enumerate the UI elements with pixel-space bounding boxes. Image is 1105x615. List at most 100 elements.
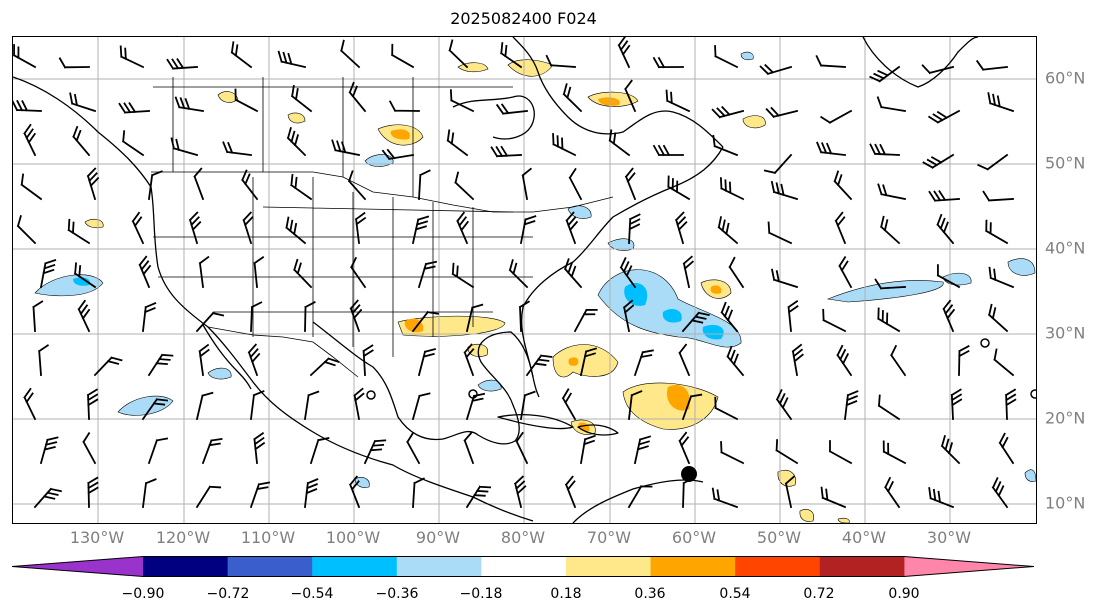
- colorbar-segment: [735, 556, 821, 577]
- wind-barb: [77, 299, 91, 333]
- colorbar-graphic: [11, 556, 1035, 577]
- wind-barb: [869, 143, 900, 156]
- wind-barb: [304, 300, 316, 332]
- blue-region-far-east: [1007, 258, 1036, 276]
- wind-barb: [33, 487, 62, 509]
- wind-barb: [350, 256, 367, 289]
- wind-barb: [711, 487, 739, 509]
- wind-barb: [879, 215, 901, 245]
- wind-barb: [711, 105, 745, 119]
- baja-peninsula: [202, 324, 252, 390]
- wind-barb: [987, 303, 1009, 333]
- greenland: [862, 37, 979, 88]
- wind-barb: [303, 478, 319, 509]
- wind-barb: [193, 167, 205, 201]
- canada-provinces: [153, 77, 513, 197]
- wind-barb: [617, 37, 631, 69]
- wind-barb: [463, 343, 475, 377]
- wind-barb: [784, 475, 796, 509]
- colorbar-tick: 0.54: [719, 586, 751, 602]
- wind-barb: [622, 299, 635, 333]
- wind-barb: [195, 391, 214, 421]
- wind-barb: [652, 56, 684, 69]
- wind-barb: [58, 57, 90, 69]
- wind-barb: [241, 169, 259, 201]
- wind-barb: [201, 437, 223, 465]
- lon-label: 120°W: [155, 528, 211, 547]
- colorbar: [11, 556, 1036, 582]
- wind-barb: [293, 258, 313, 289]
- blue-region-east: [826, 280, 944, 303]
- wind-barb: [678, 431, 691, 465]
- map-panel: [12, 36, 1037, 524]
- colorbar-tick: 0.72: [803, 586, 835, 602]
- wind-barb: [72, 125, 91, 157]
- wind-barb: [552, 133, 577, 157]
- blue-region-east-30n: [1024, 469, 1036, 482]
- wind-barb: [519, 390, 536, 421]
- wind-barb: [198, 255, 210, 289]
- lon-label: 50°W: [756, 528, 802, 547]
- colorbar-extend-high: [904, 556, 1034, 577]
- yellow-region-labrador: [742, 115, 766, 129]
- wind-barb: [720, 301, 739, 333]
- wind-barb: [940, 435, 961, 465]
- wind-barb: [717, 216, 739, 245]
- wind-barb: [665, 89, 691, 113]
- colorbar-extend-low: [12, 556, 143, 577]
- wind-barb: [463, 431, 475, 465]
- wind-barb: [820, 109, 853, 124]
- wind-barb: [563, 258, 583, 289]
- colorbar-tick: 0.18: [550, 586, 582, 602]
- blue-core-pacific: [73, 277, 90, 286]
- wind-barb: [222, 141, 253, 157]
- lon-label: 60°W: [671, 528, 717, 547]
- wind-barb: [681, 311, 710, 333]
- wind-barb: [500, 42, 523, 69]
- wind-barb: [985, 219, 1009, 245]
- point-markers: [366, 338, 1036, 482]
- wind-barb: [195, 311, 225, 333]
- wind-barb: [508, 259, 529, 289]
- lon-label: 30°W: [926, 528, 972, 547]
- wind-barb: [73, 262, 97, 289]
- wind-barb: [388, 100, 420, 112]
- wind-barb: [877, 307, 901, 333]
- wind-barb: [147, 353, 174, 377]
- wind-barb: [936, 213, 955, 245]
- colorbar-segment: [396, 556, 482, 577]
- wind-barb: [877, 394, 901, 421]
- wind-barb: [950, 388, 963, 420]
- wind-barb: [958, 344, 970, 376]
- wind-barb: [720, 441, 745, 465]
- colorbar-tick: −0.18: [459, 586, 503, 602]
- orange-core-carib: [666, 385, 690, 411]
- wind-barb: [451, 262, 475, 289]
- wind-barb: [561, 388, 577, 421]
- wind-barb: [628, 213, 641, 244]
- wind-barb: [454, 171, 475, 201]
- wind-barb: [411, 310, 440, 333]
- blue-region-ne: [567, 205, 592, 219]
- wind-barb: [20, 173, 43, 201]
- wind-barb: [765, 106, 799, 119]
- wind-barb: [759, 63, 793, 76]
- lon-label: 100°W: [325, 528, 381, 547]
- colorbar-tick: −0.90: [121, 586, 165, 602]
- wind-barb: [714, 45, 739, 69]
- wind-barb: [119, 45, 145, 69]
- wind-barb: [195, 485, 222, 509]
- gridlines: [13, 37, 1036, 523]
- wind-barb: [936, 264, 961, 289]
- wind-barb: [131, 211, 145, 245]
- wind-barb: [775, 439, 799, 465]
- wind-barb: [247, 343, 261, 377]
- blue-region-gulf: [477, 379, 502, 392]
- yellow-region-pacific-1: [84, 218, 104, 229]
- wind-barb: [876, 96, 907, 113]
- lon-label: 80°W: [500, 528, 546, 547]
- yellow-region-east-2: [799, 509, 814, 522]
- wind-barb: [820, 486, 847, 509]
- wind-barb: [627, 485, 653, 509]
- wind-barb: [667, 175, 691, 201]
